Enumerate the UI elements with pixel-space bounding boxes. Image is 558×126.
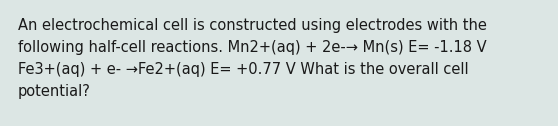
Text: An electrochemical cell is constructed using electrodes with the: An electrochemical cell is constructed u…: [18, 18, 487, 33]
Text: following half-cell reactions. Mn2+(aq) + 2e-→ Mn(s) E= -1.18 V: following half-cell reactions. Mn2+(aq) …: [18, 40, 487, 55]
Text: potential?: potential?: [18, 84, 91, 99]
Text: Fe3+(aq) + e- →Fe2+(aq) E= +0.77 V What is the overall cell: Fe3+(aq) + e- →Fe2+(aq) E= +0.77 V What …: [18, 62, 469, 77]
